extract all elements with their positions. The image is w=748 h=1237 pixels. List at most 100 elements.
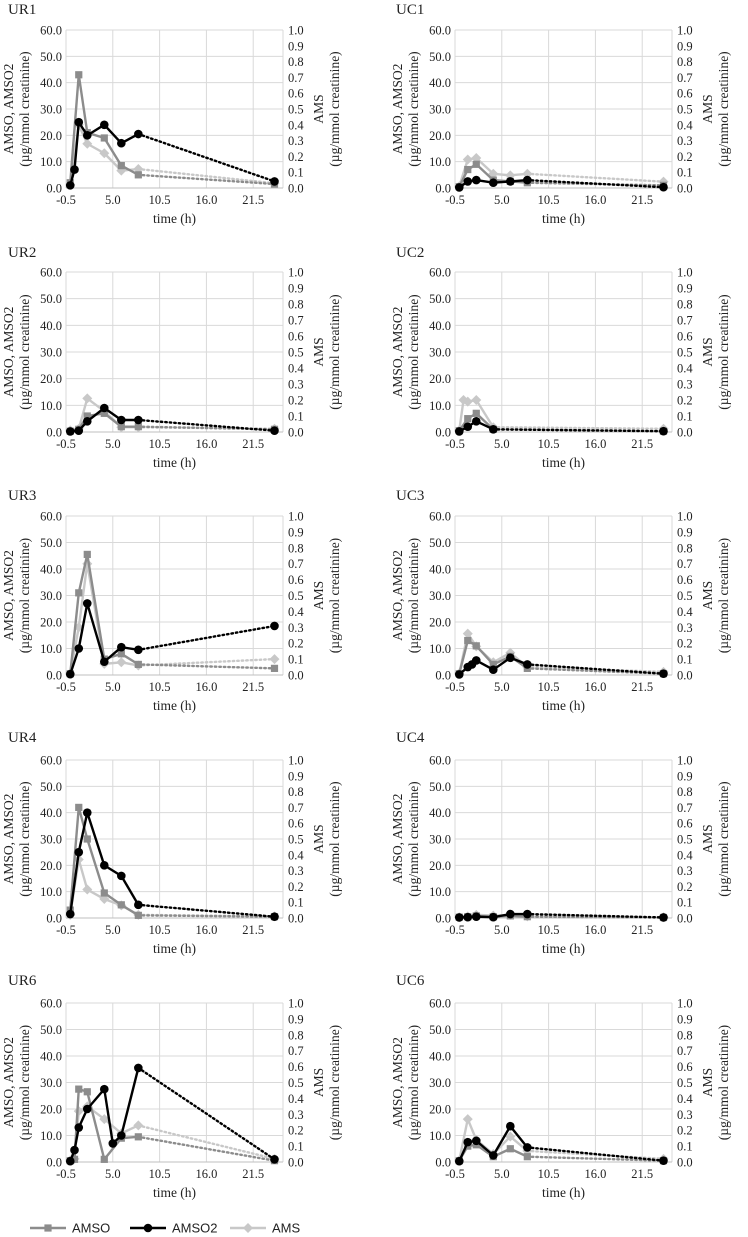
y-right-tick-label: 0.5 <box>288 1076 304 1090</box>
amso2-point <box>454 670 464 679</box>
y-left-tick-label: 30.0 <box>40 103 62 117</box>
amso2-point <box>99 861 109 870</box>
amso-point <box>472 642 480 650</box>
y-left-tick-label: 10.0 <box>429 642 451 656</box>
ams-point <box>82 138 93 149</box>
gridlines <box>65 1002 284 1163</box>
y-right-tick-label: 0.8 <box>677 298 693 312</box>
y-right-axis-title: (µg/mmol creatinine) <box>716 51 731 166</box>
x-tick-label: -0.5 <box>56 1167 76 1181</box>
amso2-point <box>270 177 279 186</box>
amso2-point <box>506 653 515 663</box>
legend: AMSO AMSO2 AMS <box>30 1221 301 1236</box>
x-axis-title: time (h) <box>153 1185 196 1200</box>
legend-item-amso2: AMSO2 <box>130 1221 218 1236</box>
amso-point <box>117 162 125 170</box>
amso2-point <box>117 871 126 881</box>
y-left-tick-label: 60.0 <box>429 997 451 1011</box>
amso-dotted-segment <box>137 173 276 186</box>
ams-point <box>133 1120 144 1131</box>
amso-point <box>75 589 83 597</box>
y-left-tick-label: 20.0 <box>40 129 62 143</box>
y-right-tick-label: 0.4 <box>288 1092 304 1106</box>
y-right-tick-label: 0.7 <box>288 801 304 815</box>
y-right-axis-title: AMS <box>311 1068 326 1097</box>
y-right-tick-label: 0.8 <box>677 1028 693 1042</box>
y-right-tick-label: 0.9 <box>677 282 693 296</box>
y-right-tick-label: 0.1 <box>677 166 693 180</box>
x-tick-label: 5.0 <box>105 923 121 937</box>
y-left-tick-label: 20.0 <box>40 616 62 630</box>
y-right-tick-label: 0.3 <box>288 864 304 878</box>
y-left-tick-label: 10.0 <box>40 1129 62 1143</box>
ams-point <box>116 657 127 668</box>
y-left-axis-title: (µg/mmol creatinine) <box>406 781 421 896</box>
y-left-tick-label: 10.0 <box>40 642 62 656</box>
x-tick-label: 16.0 <box>584 680 606 694</box>
y-right-tick-label: 0.5 <box>288 589 304 603</box>
amso2-point <box>99 403 109 413</box>
y-right-tick-label: 0.2 <box>288 1124 304 1138</box>
amso2-point <box>463 912 473 922</box>
x-tick-label: 16.0 <box>584 193 606 207</box>
y-left-tick-label: 20.0 <box>40 859 62 873</box>
series-amso2 <box>65 403 279 436</box>
amso2-line <box>458 420 494 433</box>
y-right-tick-label: 0.6 <box>677 330 693 344</box>
y-left-axis-title: AMSO, AMSO2 <box>1 307 16 398</box>
amso-point <box>464 415 472 423</box>
y-right-tick-label: 0.1 <box>288 166 304 180</box>
y-right-tick-label: 0.9 <box>288 525 304 539</box>
y-right-tick-label: 1.0 <box>288 24 304 38</box>
x-tick-label: 10.5 <box>149 193 171 207</box>
gridlines <box>454 759 673 919</box>
y-right-tick-label: 0.5 <box>677 1076 693 1090</box>
series-amso <box>66 550 279 678</box>
y-right-tick-label: 0.5 <box>677 346 693 360</box>
y-left-tick-label: 0.0 <box>435 912 451 926</box>
amso2-point <box>65 427 75 436</box>
amso2-point <box>108 1139 118 1148</box>
y-right-tick-label: 0.9 <box>677 769 693 783</box>
y-right-tick-label: 0.0 <box>677 669 693 683</box>
x-tick-label: 16.0 <box>195 193 217 207</box>
amso2-point <box>506 1121 515 1131</box>
x-tick-label: -0.5 <box>56 680 76 694</box>
y-right-tick-label: 0.6 <box>288 573 304 587</box>
x-tick-label: -0.5 <box>445 680 465 694</box>
amso2-dotted-segment <box>526 912 665 919</box>
ams-dotted-segment <box>137 167 276 185</box>
y-left-tick-label: 60.0 <box>40 266 62 280</box>
amso2-point <box>82 1104 92 1114</box>
y-right-axis-title: AMS <box>311 337 326 366</box>
amso-point <box>472 160 480 168</box>
amso2-point <box>488 425 498 434</box>
y-right-tick-label: 0.6 <box>288 817 304 831</box>
amso-point <box>100 409 108 417</box>
y-left-axis-title: AMSO, AMSO2 <box>390 1037 405 1128</box>
y-left-tick-label: 60.0 <box>40 754 62 768</box>
y-right-tick-label: 0.6 <box>288 87 304 101</box>
y-right-tick-label: 0.3 <box>288 621 304 635</box>
y-right-tick-label: 1.0 <box>288 510 304 524</box>
y-right-tick-label: 0.4 <box>677 848 693 862</box>
amso2-point <box>82 808 92 817</box>
y-right-tick-label: 0.7 <box>677 801 693 815</box>
y-left-axis-title: AMSO, AMSO2 <box>1 550 16 641</box>
y-right-tick-label: 0.0 <box>288 182 304 196</box>
legend-marker <box>143 1223 153 1233</box>
series-amso2 <box>65 117 279 190</box>
x-tick-label: 5.0 <box>494 923 510 937</box>
y-right-tick-label: 0.0 <box>288 426 304 440</box>
y-left-tick-label: 30.0 <box>40 833 62 847</box>
y-left-tick-label: 50.0 <box>429 1023 451 1037</box>
amso2-point <box>471 656 481 665</box>
x-tick-label: -0.5 <box>56 193 76 207</box>
ams-point <box>462 396 473 407</box>
y-left-axis-title: AMSO, AMSO2 <box>1 794 16 885</box>
y-left-axis-title: (µg/mmol creatinine) <box>17 538 32 653</box>
amso2-point <box>117 415 126 425</box>
amso2-dotted-segment <box>526 663 665 675</box>
y-right-tick-label: 0.8 <box>288 785 304 799</box>
x-tick-label: 10.5 <box>538 1167 560 1181</box>
